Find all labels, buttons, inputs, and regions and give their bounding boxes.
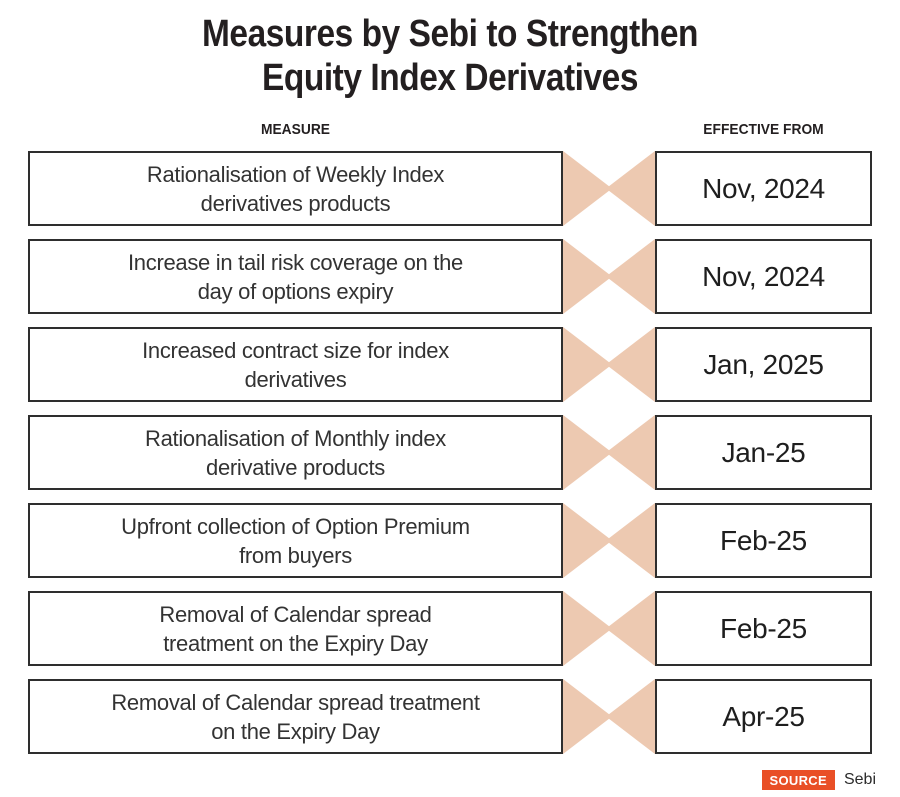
effective-from-text: Nov, 2024 (702, 172, 825, 204)
measure-text: Rationalisation of Weekly Index derivati… (146, 161, 445, 216)
effective-from-cell: Apr-25 (655, 679, 872, 755)
measure-cell: Increased contract size for index deriva… (28, 327, 563, 403)
column-header-effective-from: EFFECTIVE FROM (703, 120, 824, 138)
table-row: Rationalisation of Monthly index derivat… (28, 415, 900, 491)
bowtie-icon (563, 151, 655, 227)
page-title: Measures by Sebi to Strengthen Equity Ind… (54, 12, 846, 100)
bowtie-icon (563, 679, 655, 755)
effective-from-text: Jan-25 (721, 436, 806, 468)
page-title-line1: Measures by Sebi to Strengthen (202, 13, 698, 55)
table-row: Increased contract size for index deriva… (28, 327, 900, 403)
effective-from-cell: Jan-25 (655, 415, 872, 491)
measure-cell: Rationalisation of Weekly Index derivati… (28, 151, 563, 227)
table-row: Removal of Calendar spread treatment on … (28, 679, 900, 755)
source-line: SOURCE Sebi (0, 770, 900, 791)
bowtie-connector (563, 591, 655, 667)
measure-text: Increased contract size for index deriva… (142, 337, 449, 392)
effective-from-cell: Feb-25 (655, 503, 872, 579)
effective-from-text: Jan, 2025 (703, 348, 824, 380)
effective-from-text: Feb-25 (720, 612, 807, 644)
source-badge: SOURCE (761, 770, 835, 791)
effective-from-text: Nov, 2024 (702, 260, 825, 292)
measure-cell: Increase in tail risk coverage on the da… (28, 239, 563, 315)
table-row: Increase in tail risk coverage on the da… (28, 239, 900, 315)
bowtie-connector (563, 327, 655, 403)
measure-cell: Rationalisation of Monthly index derivat… (28, 415, 563, 491)
column-headers: MEASURE EFFECTIVE FROM (0, 120, 900, 138)
bowtie-connector (563, 503, 655, 579)
measure-text: Rationalisation of Monthly index derivat… (144, 425, 447, 480)
effective-from-cell: Feb-25 (655, 591, 872, 667)
bowtie-icon (563, 327, 655, 403)
effective-from-cell: Nov, 2024 (655, 151, 872, 227)
bowtie-connector (563, 151, 655, 227)
table-row: Removal of Calendar spread treatment on … (28, 591, 900, 667)
effective-from-cell: Nov, 2024 (655, 239, 872, 315)
table-row: Rationalisation of Weekly Index derivati… (28, 151, 900, 227)
bowtie-connector (563, 415, 655, 491)
bowtie-icon (563, 239, 655, 315)
measure-cell: Removal of Calendar spread treatment on … (28, 591, 563, 667)
bowtie-icon (563, 503, 655, 579)
effective-from-cell: Jan, 2025 (655, 327, 872, 403)
table-row: Upfront collection of Option Premium fro… (28, 503, 900, 579)
measure-cell: Upfront collection of Option Premium fro… (28, 503, 563, 579)
measure-text: Removal of Calendar spread treatment on … (159, 601, 432, 656)
measure-text: Removal of Calendar spread treatment on … (111, 689, 480, 744)
column-header-measure: MEASURE (260, 120, 330, 138)
measure-cell: Removal of Calendar spread treatment on … (28, 679, 563, 755)
effective-from-text: Apr-25 (722, 700, 805, 732)
bowtie-icon (563, 591, 655, 667)
measures-table: Rationalisation of Weekly Index derivati… (0, 151, 900, 755)
measure-text: Increase in tail risk coverage on the da… (128, 249, 463, 304)
effective-from-text: Feb-25 (720, 524, 807, 556)
bowtie-connector (563, 679, 655, 755)
bowtie-connector (563, 239, 655, 315)
measure-text: Upfront collection of Option Premium fro… (121, 513, 470, 568)
source-value: Sebi (843, 771, 876, 789)
bowtie-icon (563, 415, 655, 491)
page-title-line2: Equity Index Derivatives (261, 57, 639, 100)
